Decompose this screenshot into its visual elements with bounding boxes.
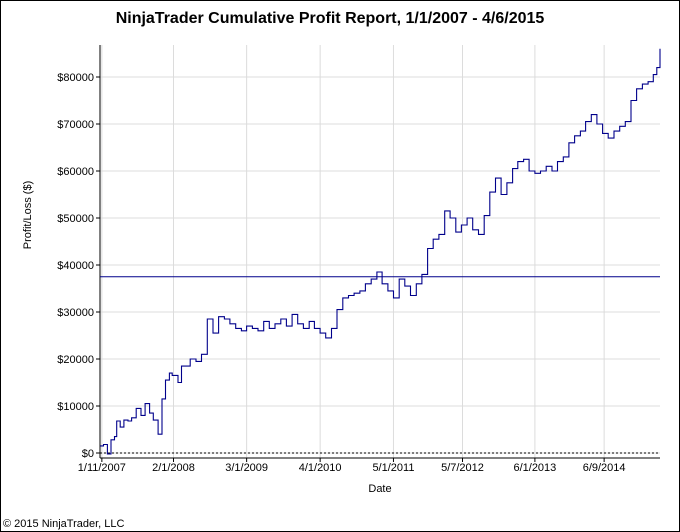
x-tick-label: 5/7/2012 — [441, 462, 484, 474]
x-tick-label: 4/1/2010 — [299, 462, 342, 474]
y-tick-label: $50000 — [57, 213, 94, 225]
x-tick-label: 5/1/2011 — [372, 462, 414, 474]
x-tick-label: 6/9/2014 — [583, 462, 626, 474]
x-tick-label: 3/1/2009 — [225, 462, 268, 474]
y-tick-label: $80000 — [57, 72, 94, 84]
x-tick-label: 1/11/2007 — [78, 462, 126, 474]
y-tick-label: $70000 — [57, 119, 94, 131]
copyright-footer: © 2015 NinjaTrader, LLC — [3, 518, 124, 530]
y-axis-ticks: $0 $10000 $20000 $30000 $40000 $50000 $60000 $7… — [57, 72, 100, 460]
x-tick-label: 6/1/2013 — [513, 462, 556, 474]
x-axis-label: Date — [368, 483, 391, 495]
y-tick-label: $30000 — [57, 307, 94, 319]
x-tick-label: 2/1/2008 — [152, 462, 195, 474]
plot-area — [100, 45, 660, 458]
cumulative-profit-line — [100, 48, 661, 455]
vertical-gridlines — [101, 45, 605, 458]
y-tick-label: $0 — [82, 448, 94, 460]
y-tick-label: $10000 — [57, 401, 94, 413]
chart-title: NinjaTrader Cumulative Profit Report, 1/… — [116, 10, 545, 27]
x-axis-ticks: 1/11/2007 2/1/2008 3/1/2009 4/1/2010 5/1/201… — [78, 458, 626, 474]
y-tick-label: $60000 — [57, 166, 94, 178]
y-tick-label: $20000 — [57, 354, 94, 366]
y-tick-label: $40000 — [57, 260, 94, 272]
y-axis-label: Profit/Loss ($) — [22, 181, 34, 249]
